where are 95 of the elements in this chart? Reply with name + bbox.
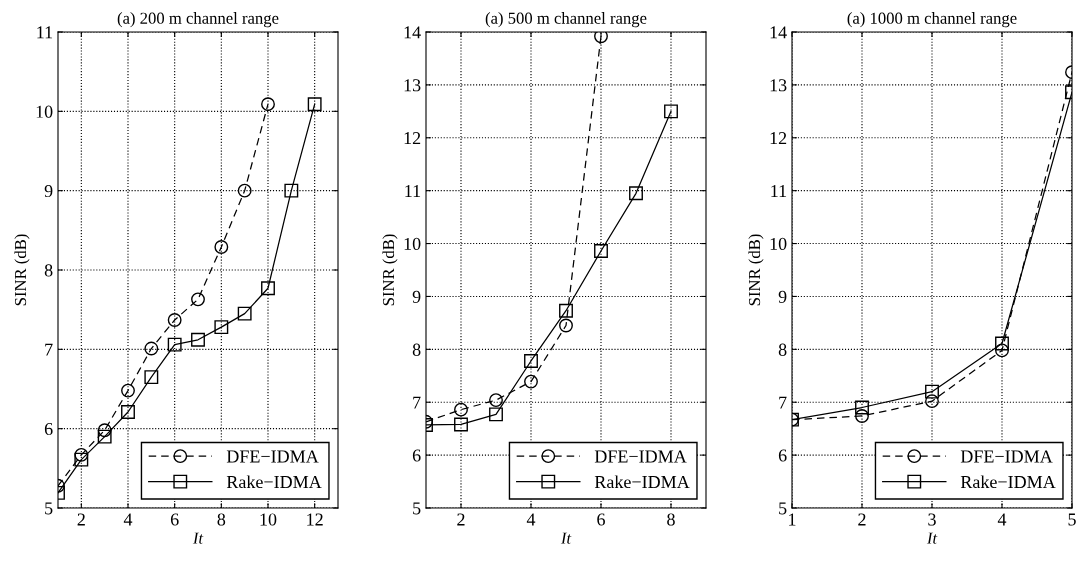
y-tick-label: 9 — [412, 290, 421, 303]
point — [121, 405, 135, 419]
y-tick-label: 12 — [770, 132, 787, 145]
point — [925, 384, 939, 399]
x-tick-label: 4 — [526, 513, 536, 526]
legend-label: DFE−IDMA — [594, 450, 687, 463]
y-axis-title: SINR (dB) — [14, 234, 30, 306]
point — [214, 240, 229, 254]
chart-title: (a) 200 m channel range — [117, 12, 279, 28]
point — [237, 183, 252, 198]
legend-label: DFE−IDMA — [960, 450, 1053, 463]
point — [489, 407, 503, 422]
legend-label: Rake−IDMA — [594, 475, 690, 489]
point — [629, 186, 643, 201]
point — [489, 393, 503, 408]
point — [594, 244, 608, 258]
point — [214, 320, 229, 335]
x-tick-label: 2 — [457, 513, 465, 526]
point — [261, 97, 275, 112]
y-tick-label: 5 — [45, 502, 53, 515]
y-tick-label: 13 — [404, 79, 421, 92]
x-tick-label: 10 — [260, 513, 277, 526]
legend-label: DFE−IDMA — [226, 450, 319, 463]
x-tick-label: 12 — [307, 513, 323, 526]
y-tick-label: 11 — [37, 26, 53, 39]
y-tick-label: 7 — [779, 396, 787, 409]
y-tick-label: 10 — [404, 237, 421, 250]
y-axis-title: SINR (dB) — [748, 234, 764, 306]
point — [307, 97, 322, 112]
chart-title: (a) 1000 m channel range — [847, 12, 1017, 28]
y-tick-label: 5 — [779, 502, 787, 515]
point — [97, 423, 112, 438]
y-tick-label: 14 — [404, 26, 421, 39]
point — [167, 337, 182, 352]
point — [284, 183, 299, 198]
legend-label: Rake−IDMA — [226, 475, 322, 489]
point — [74, 452, 89, 467]
x-tick-label: 2 — [858, 513, 866, 526]
y-tick-label: 8 — [778, 343, 787, 356]
y-axis-title: SINR (dB) — [382, 234, 398, 306]
y-tick-label: 12 — [404, 132, 421, 145]
y-tick-label: 7 — [45, 343, 53, 356]
point — [97, 429, 112, 444]
x-axis-title: It — [926, 532, 938, 544]
point — [454, 417, 468, 432]
point — [454, 402, 468, 417]
point — [261, 281, 275, 296]
point — [594, 32, 608, 44]
point — [191, 292, 205, 307]
x-tick-label: 6 — [170, 513, 179, 526]
point — [925, 394, 939, 409]
point — [144, 370, 159, 385]
point — [855, 409, 869, 423]
point — [524, 374, 538, 389]
point — [237, 306, 252, 321]
point — [855, 400, 869, 415]
x-tick-label: 4 — [997, 513, 1007, 526]
point — [524, 354, 538, 368]
point — [664, 104, 678, 119]
x-tick-label: 3 — [928, 513, 936, 526]
y-tick-label: 9 — [44, 184, 53, 198]
x-tick-label: 1 — [789, 513, 796, 526]
x-tick-label: 4 — [123, 513, 133, 526]
chart-title: (a) 500 m channel range — [485, 12, 647, 28]
x-tick-label: 5 — [1068, 513, 1076, 526]
x-tick-label: 2 — [77, 513, 85, 526]
y-tick-label: 14 — [770, 26, 787, 39]
point — [74, 447, 89, 462]
y-tick-label: 11 — [405, 185, 421, 197]
legend-label: Rake−IDMA — [960, 475, 1056, 489]
y-tick-label: 13 — [770, 79, 787, 92]
point — [559, 318, 573, 333]
x-tick-label: 8 — [217, 513, 226, 526]
y-tick-label: 9 — [778, 290, 787, 303]
point — [559, 303, 573, 318]
y-tick-label: 5 — [413, 502, 421, 515]
point — [121, 383, 135, 398]
y-tick-label: 8 — [412, 343, 421, 356]
y-tick-label: 7 — [413, 396, 421, 409]
y-tick-label: 6 — [778, 449, 787, 462]
point — [167, 313, 182, 327]
x-axis-title: It — [560, 532, 572, 544]
y-tick-label: 6 — [412, 449, 421, 462]
y-tick-label: 10 — [36, 105, 53, 118]
y-tick-label: 11 — [771, 185, 787, 197]
x-tick-label: 6 — [597, 513, 605, 526]
point — [191, 332, 205, 347]
y-tick-label: 6 — [44, 422, 53, 436]
y-tick-label: 10 — [770, 237, 787, 250]
point — [995, 343, 1009, 358]
x-tick-label: 8 — [667, 513, 675, 526]
x-axis-title: It — [192, 532, 204, 544]
point — [995, 336, 1009, 351]
y-tick-label: 8 — [44, 264, 53, 277]
point — [144, 341, 159, 356]
